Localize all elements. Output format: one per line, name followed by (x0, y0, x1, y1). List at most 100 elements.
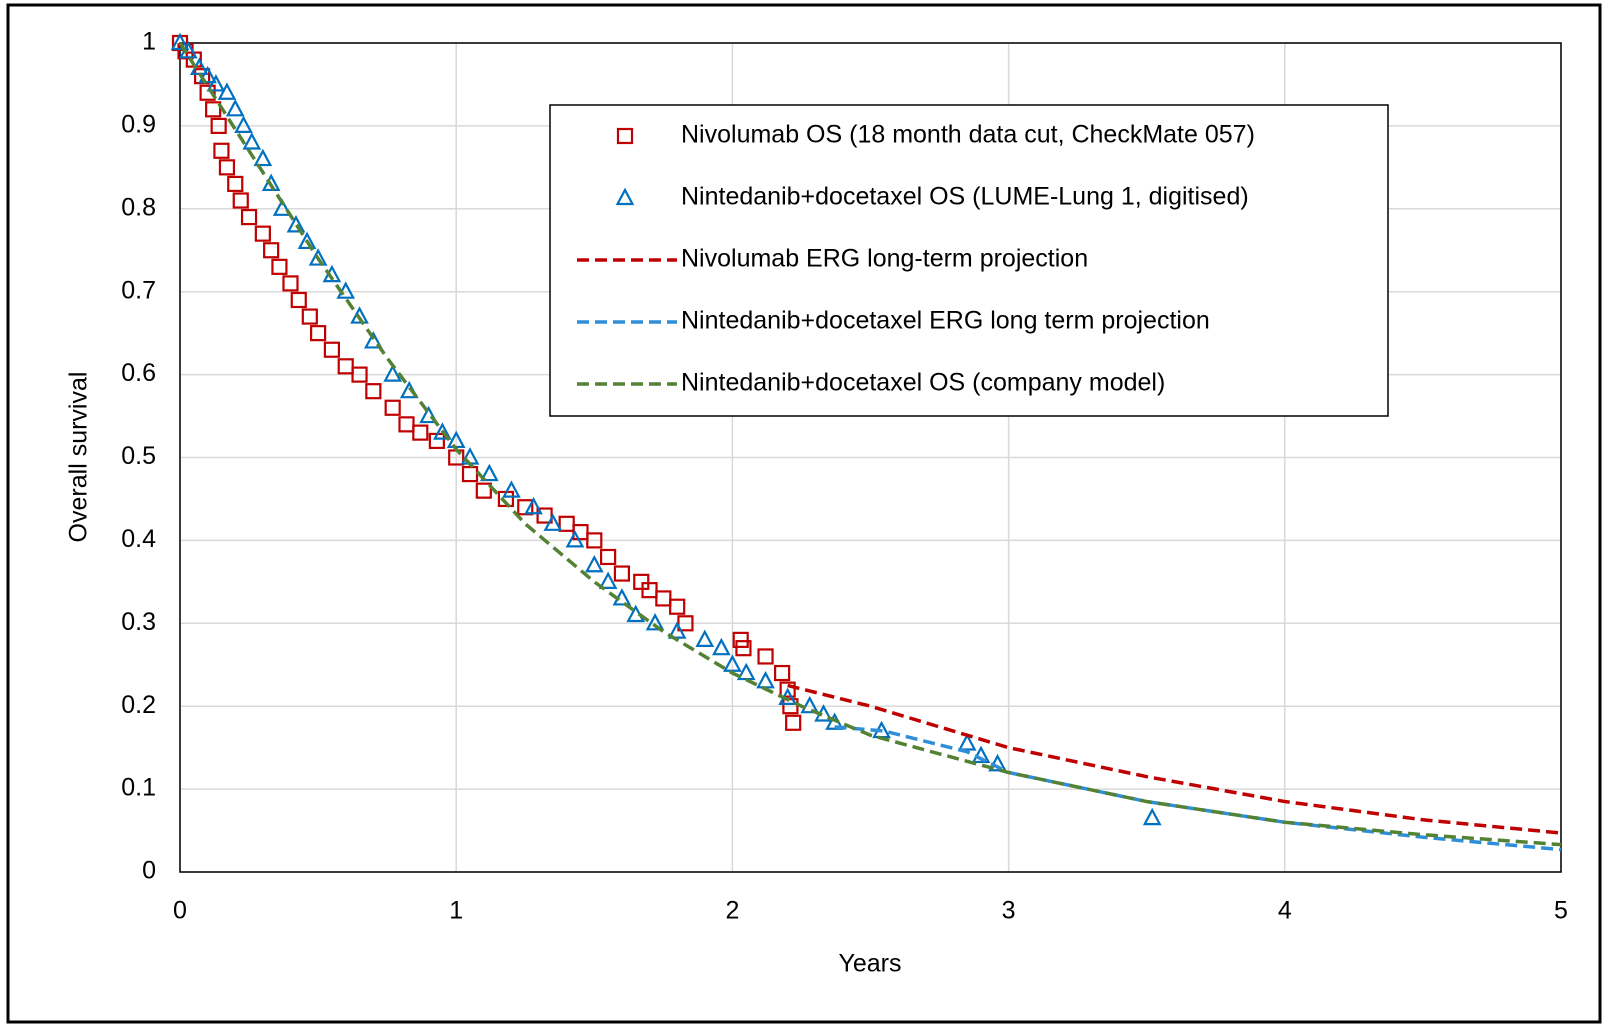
triangle-marker (800, 695, 820, 714)
triangle-marker (524, 496, 543, 515)
square-marker (323, 341, 341, 358)
square-marker (572, 524, 589, 541)
square-marker (210, 117, 227, 135)
square-marker (282, 275, 299, 292)
triangle-marker (364, 331, 383, 349)
legend-label: Nivolumab OS (18 month data cut, CheckMa… (681, 121, 1255, 149)
square-marker (558, 515, 575, 532)
square-marker (732, 631, 749, 648)
triangle-marker (712, 637, 731, 656)
triangle-marker (198, 65, 217, 84)
square-marker (205, 101, 222, 118)
legend-box (549, 104, 1389, 417)
legend-label: Nintedanib+docetaxel OS (company model) (681, 369, 1165, 397)
legend-label: Nintedanib+docetaxel ERG long term proje… (681, 307, 1210, 335)
y-tick-label: 0.5 (121, 442, 156, 470)
square-marker (412, 424, 429, 441)
legend-label: Nintedanib+docetaxel OS (LUME-Lung 1, di… (681, 183, 1249, 211)
x-tick-label: 2 (725, 897, 739, 925)
triangle-marker (234, 115, 253, 133)
triangle-marker (723, 654, 742, 672)
legend-label: Nivolumab ERG long-term projection (681, 245, 1088, 273)
triangle-marker (433, 422, 452, 440)
triangle-marker (225, 98, 245, 117)
triangle-marker (565, 530, 585, 548)
square-marker (785, 714, 802, 731)
square-marker (232, 192, 249, 209)
y-tick-label: 0.8 (121, 193, 156, 221)
y-tick-label: 0.7 (121, 276, 156, 304)
y-tick-label: 0 (142, 857, 156, 885)
triangle-marker (308, 248, 328, 266)
y-tick-label: 1 (142, 28, 156, 56)
square-marker (641, 582, 658, 599)
plot-frame (179, 42, 1562, 873)
square-marker (475, 482, 492, 499)
y-tick-label: 0.3 (121, 608, 156, 636)
square-marker (782, 698, 799, 715)
triangle-marker (615, 187, 635, 206)
y-tick-label: 0.2 (121, 691, 156, 719)
triangle-marker (1142, 807, 1162, 826)
x-tick-label: 1 (449, 897, 463, 925)
square-marker (271, 258, 288, 275)
y-tick-label: 0.4 (121, 525, 156, 553)
square-marker (290, 291, 307, 309)
x-tick-label: 3 (1002, 897, 1016, 925)
triangle-marker (502, 480, 521, 498)
y-tick-label: 0.1 (121, 774, 156, 802)
triangle-marker (667, 621, 687, 639)
square-marker (337, 358, 354, 375)
square-marker (655, 590, 672, 607)
square-marker (365, 383, 382, 400)
square-marker (384, 399, 401, 416)
triangle-marker (253, 148, 273, 167)
square-marker (600, 548, 617, 566)
triangle-marker (170, 32, 190, 51)
x-axis-label: Years (838, 950, 901, 978)
square-marker (240, 208, 258, 226)
triangle-marker (206, 74, 226, 92)
triangle-marker (543, 513, 563, 531)
triangle-marker (242, 132, 262, 150)
x-tick-label: 5 (1554, 897, 1568, 925)
x-tick-label: 4 (1278, 897, 1292, 925)
square-marker (616, 127, 634, 145)
x-tick-label: 0 (173, 897, 187, 925)
marks (170, 32, 1562, 852)
triangle-marker (297, 231, 317, 250)
square-marker (310, 325, 327, 342)
y-tick-label: 0.9 (121, 111, 156, 139)
square-marker (213, 142, 230, 159)
triangle-marker (286, 215, 306, 233)
square-marker (774, 664, 791, 682)
y-axis-label: Overall survival (65, 372, 93, 543)
square-marker (351, 366, 368, 383)
square-marker (757, 648, 774, 665)
triangle-marker (645, 612, 665, 631)
legend: Nivolumab OS (18 month data cut, CheckMa… (549, 104, 1389, 417)
square-marker (633, 573, 650, 590)
square-marker (199, 84, 216, 101)
triangle-marker (598, 571, 618, 589)
square-marker (301, 308, 318, 325)
square-marker (677, 615, 694, 632)
triangle-marker (272, 198, 292, 216)
projection-line (787, 683, 1562, 835)
square-marker (779, 681, 796, 698)
y-tick-label: 0.6 (121, 359, 156, 387)
triangle-marker (217, 82, 237, 100)
square-marker (218, 159, 236, 176)
triangle-marker (480, 463, 499, 482)
triangle-marker (261, 173, 281, 192)
square-marker (613, 565, 631, 582)
square-marker (669, 598, 686, 615)
triangle-marker (383, 364, 403, 382)
square-marker (536, 507, 553, 524)
triangle-marker (695, 629, 715, 647)
triangle-marker (419, 405, 438, 424)
projection-line (178, 42, 1562, 847)
square-marker (263, 242, 280, 259)
